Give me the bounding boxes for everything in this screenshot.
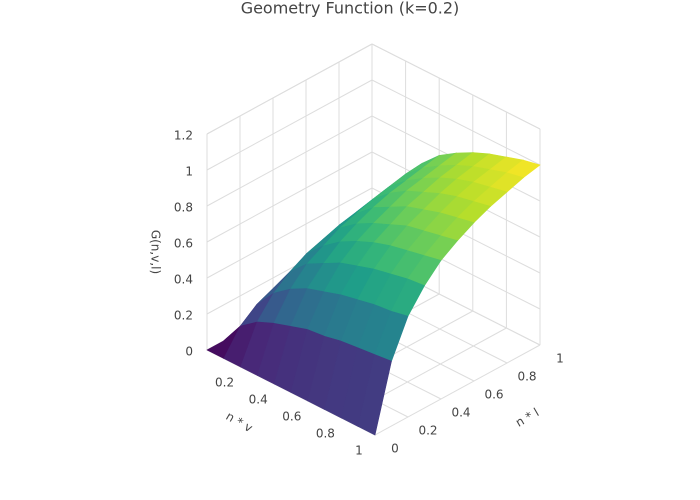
z-tick-label: 0.8 xyxy=(174,201,193,215)
grid-line xyxy=(374,344,541,436)
chart-title: Geometry Function (k=0.2) xyxy=(241,0,460,18)
z-axis-title: G(n,v,l) xyxy=(149,230,163,274)
y-axis-title: n * l xyxy=(513,405,541,429)
z-tick-label: 0.6 xyxy=(174,237,193,251)
x-tick-label: 0.4 xyxy=(249,393,268,407)
x-tick-label: 0.2 xyxy=(215,376,234,390)
z-tick-label: 0.4 xyxy=(174,273,193,287)
grid-line xyxy=(206,151,373,243)
grid-line xyxy=(206,79,373,171)
z-tick-label: 1.2 xyxy=(174,129,193,143)
grid-line xyxy=(206,43,373,135)
z-tick-label: 0 xyxy=(185,345,193,359)
y-tick-label: 0.2 xyxy=(418,424,437,438)
y-tick-label: 0 xyxy=(391,442,399,456)
grid-line xyxy=(206,115,373,207)
x-tick-label: 0.8 xyxy=(316,427,335,441)
x-tick-label: 1 xyxy=(355,444,363,458)
y-tick-label: 0.4 xyxy=(451,406,470,420)
grid-line xyxy=(371,43,541,130)
grid-line xyxy=(371,79,541,166)
surface-patch xyxy=(357,354,392,436)
y-tick-label: 0.6 xyxy=(484,388,503,402)
grid-line xyxy=(206,187,373,279)
z-tick-label: 1 xyxy=(185,165,193,179)
y-tick-label: 1 xyxy=(556,352,564,366)
x-tick-label: 0.6 xyxy=(282,410,301,424)
y-tick-label: 0.8 xyxy=(517,370,536,384)
x-axis-title: n * v xyxy=(223,409,255,435)
z-tick-label: 0.2 xyxy=(174,309,193,323)
